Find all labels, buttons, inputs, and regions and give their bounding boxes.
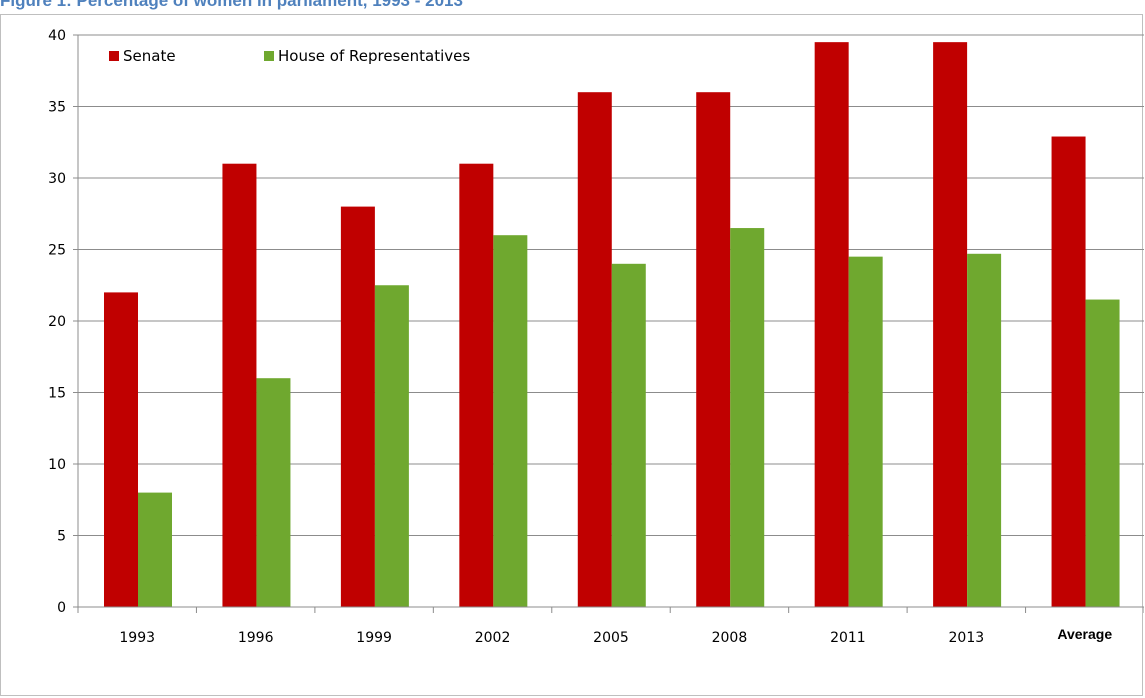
bar-senate-2011: [814, 42, 849, 607]
bar-house-2013: [967, 253, 1002, 608]
bar-house-average: [1085, 299, 1120, 607]
axes: [77, 35, 1144, 608]
x-tick-label: 1996: [238, 630, 274, 646]
figure-title: Figure 1: Percentage of women in parliam…: [0, 0, 463, 10]
bar-house-2005: [611, 263, 646, 607]
legend-swatch-house: [264, 51, 274, 61]
y-tick-label: 15: [48, 386, 66, 402]
bar-chart: 0 5 10 15 20 25 30 35 40 1993 1996 1999 2002 2005 200…: [48, 28, 1144, 646]
y-tick-label: 35: [48, 100, 66, 116]
bar-senate-1993: [104, 292, 138, 607]
legend: Senate House of Representatives: [109, 47, 470, 65]
bar-senate-2008: [696, 92, 731, 607]
x-tick-label: 2008: [712, 630, 748, 646]
bars: [104, 42, 1120, 608]
bar-house-1999: [374, 285, 409, 607]
y-tick-label: 30: [48, 171, 66, 187]
bar-senate-2002: [459, 163, 494, 607]
x-tick-label: 2011: [830, 630, 866, 646]
legend-label-senate: Senate: [123, 47, 176, 65]
bar-house-1996: [256, 378, 291, 607]
y-tick-label: 5: [57, 529, 66, 545]
y-tick-label: 40: [48, 28, 66, 44]
legend-label-house: House of Representatives: [278, 47, 470, 65]
bar-senate-1996: [222, 163, 257, 607]
y-tick-label: 10: [48, 457, 66, 473]
y-tick-label: 25: [48, 243, 66, 259]
x-tick-label: 2005: [593, 630, 629, 646]
x-tick-label: 2013: [949, 630, 985, 646]
x-axis-ticks: 1993 1996 1999 2002 2005 2008 2011 2013 Average: [77, 607, 1144, 646]
bar-senate-2013: [933, 42, 968, 607]
bar-house-2011: [848, 256, 883, 607]
y-tick-label: 0: [57, 600, 66, 616]
x-tick-label: 1999: [356, 630, 392, 646]
x-tick-label: 2002: [475, 630, 511, 646]
y-tick-label: 20: [48, 314, 66, 330]
bar-senate-average: [1051, 136, 1086, 607]
chart-area: 0 5 10 15 20 25 30 35 40 1993 1996 1999 2002 2005 200…: [0, 14, 1144, 696]
bar-house-1993: [138, 492, 172, 607]
bar-house-2002: [493, 235, 528, 607]
y-axis-ticks: 0 5 10 15 20 25 30 35 40: [48, 28, 78, 616]
bar-senate-2005: [577, 92, 612, 607]
x-tick-label: Average: [1057, 626, 1112, 642]
x-tick-label: 1993: [119, 630, 155, 646]
legend-swatch-senate: [109, 51, 119, 61]
bar-house-2008: [730, 228, 765, 608]
bar-senate-1999: [340, 206, 375, 607]
